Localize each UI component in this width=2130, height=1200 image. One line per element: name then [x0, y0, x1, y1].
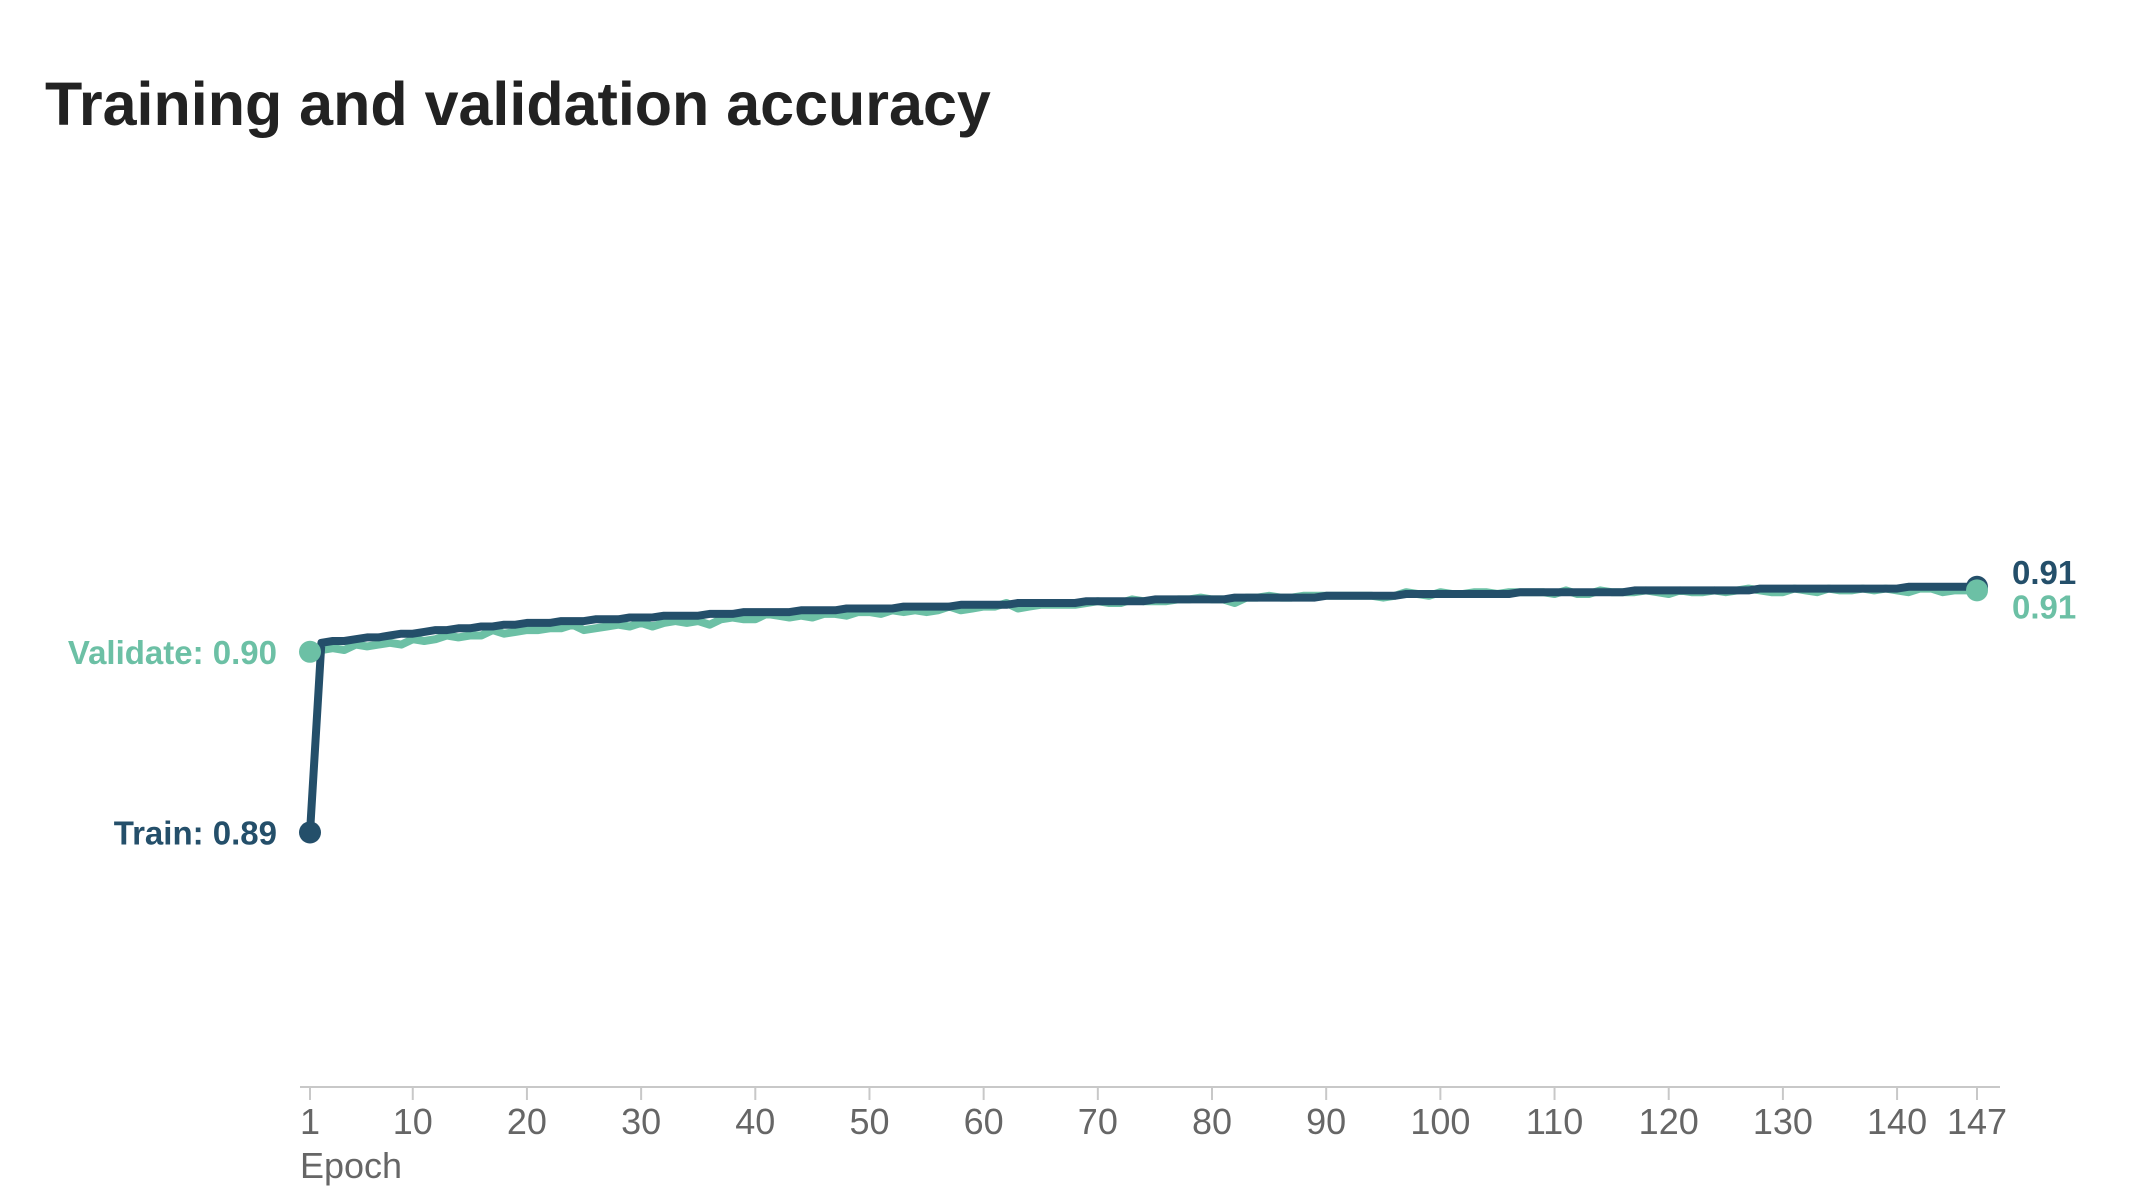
series-line-train — [306, 582, 1981, 837]
x-tick-label: 100 — [1410, 1101, 1470, 1142]
x-tick-label: 20 — [507, 1101, 547, 1142]
x-tick-label: 90 — [1306, 1101, 1346, 1142]
validate-start-point — [299, 640, 321, 663]
x-tick-label: 60 — [964, 1101, 1004, 1142]
x-tick-label: 50 — [849, 1101, 889, 1142]
train-start-label: Train: 0.89 — [114, 814, 277, 851]
validate-end-label: 0.91 — [2012, 588, 2076, 625]
x-axis-ticks: 1 10 20 30 40 50 60 70 80 90 100 110 120 130 140 147 — [300, 1087, 2007, 1142]
x-tick-label: 80 — [1192, 1101, 1232, 1142]
x-tick-label: 120 — [1639, 1101, 1699, 1142]
x-tick-label: 147 — [1947, 1101, 2007, 1142]
validate-end-point — [1966, 579, 1988, 602]
x-tick-label: 40 — [735, 1101, 775, 1142]
validate-start-label: Validate: 0.90 — [68, 634, 277, 671]
x-axis-title: Epoch — [300, 1145, 402, 1186]
x-tick-label: 10 — [393, 1101, 433, 1142]
train-end-label: 0.91 — [2012, 554, 2076, 591]
plot-area: 1 10 20 30 40 50 60 70 80 90 100 110 120 130 140 147 Tr… — [68, 554, 2076, 1142]
x-tick-label: 30 — [621, 1101, 661, 1142]
x-tick-label: 1 — [300, 1101, 320, 1142]
chart-title: Training and validation accuracy — [45, 70, 991, 138]
x-tick-label: 140 — [1867, 1101, 1927, 1142]
train-start-point — [299, 821, 321, 844]
x-tick-label: 70 — [1078, 1101, 1118, 1142]
x-tick-label: 130 — [1753, 1101, 1813, 1142]
x-tick-label: 110 — [1526, 1101, 1583, 1142]
